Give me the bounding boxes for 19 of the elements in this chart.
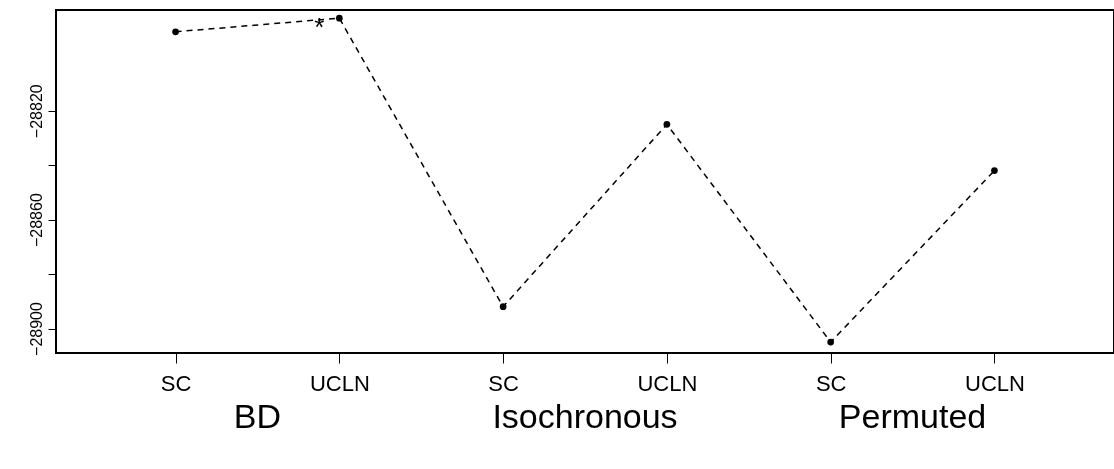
point (827, 338, 835, 346)
y-tick-label: −28860 (27, 193, 45, 248)
x-tick-label: SC (488, 370, 519, 396)
point (991, 167, 998, 174)
text: Isochronous (492, 397, 678, 435)
x-tick-label: UCLN (964, 370, 1025, 396)
point (172, 28, 179, 36)
point (499, 303, 507, 311)
x-tick-label: UCLN (637, 370, 698, 396)
text: BD (233, 397, 282, 435)
x-tick-label: UCLN (309, 370, 370, 396)
point (663, 120, 671, 128)
y-tick-label: −28900 (27, 301, 45, 356)
x-tick-label: SC (160, 370, 192, 396)
x-tick-label: SC (815, 370, 847, 396)
text: Permuted (838, 397, 987, 435)
annotation: * (314, 12, 325, 43)
point (335, 14, 343, 22)
y-tick-label: −28820 (27, 84, 45, 139)
